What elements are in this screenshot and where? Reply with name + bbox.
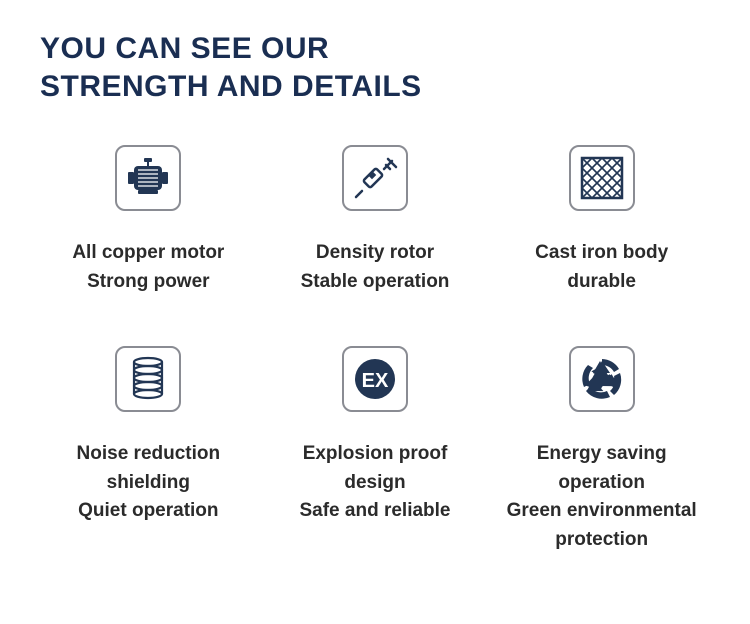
feature-line-3: Quiet operation <box>78 497 218 526</box>
feature-line-3: protection <box>555 526 648 555</box>
feature-item: Noise reduction shielding Quiet operatio… <box>40 346 257 554</box>
ex-icon: EX <box>342 346 408 412</box>
feature-item: EX Explosion proof design Safe and relia… <box>267 346 484 554</box>
feature-line-2: design <box>344 469 405 498</box>
heading-line-2: STRENGTH AND DETAILS <box>40 68 710 106</box>
svg-text:EX: EX <box>362 370 389 392</box>
feature-line-1: Density rotor <box>316 239 434 268</box>
feature-item: Cast iron body durable <box>493 145 710 296</box>
recycle-icon <box>569 346 635 412</box>
feature-line-2: Strong power <box>87 268 209 297</box>
feature-line-1: Explosion proof <box>303 440 448 469</box>
feature-line-1: Energy saving operation <box>493 440 710 497</box>
feature-line-1: Cast iron body <box>535 239 668 268</box>
coil-icon <box>115 346 181 412</box>
feature-line-3: Safe and reliable <box>299 497 450 526</box>
feature-item: Energy saving operation Green environmen… <box>493 346 710 554</box>
feature-line-2: Stable operation <box>301 268 450 297</box>
mesh-icon <box>569 145 635 211</box>
motor-icon <box>115 145 181 211</box>
features-grid: All copper motor Strong power Density ro… <box>40 145 710 554</box>
feature-line-2: shielding <box>107 469 190 498</box>
heading-line-1: YOU CAN SEE OUR <box>40 30 710 68</box>
feature-item: Density rotor Stable operation <box>267 145 484 296</box>
feature-line-1: Noise reduction <box>77 440 221 469</box>
feature-item: All copper motor Strong power <box>40 145 257 296</box>
feature-line-2: Green environmental <box>507 497 697 526</box>
feature-line-2: durable <box>567 268 636 297</box>
feature-line-1: All copper motor <box>72 239 224 268</box>
rotor-icon <box>342 145 408 211</box>
section-heading: YOU CAN SEE OUR STRENGTH AND DETAILS <box>40 30 710 105</box>
